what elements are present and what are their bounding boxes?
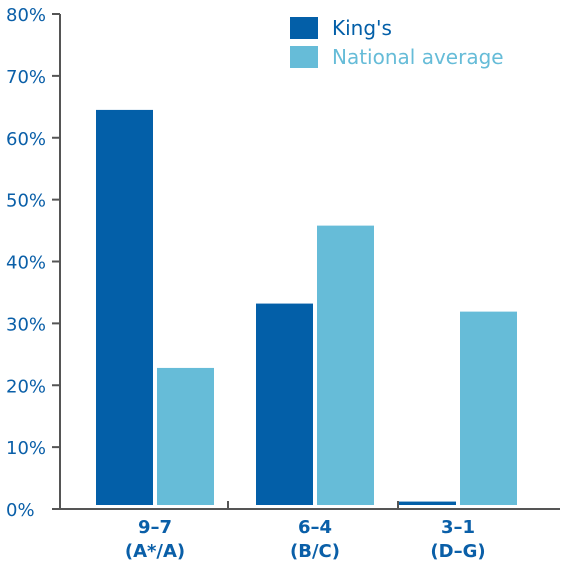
legend-label: National average [332,45,504,69]
y-tick-label: 10% [6,438,46,459]
legend: King's National average [290,16,504,69]
category-label: (B/C) [290,541,340,562]
y-tick-label: 60% [6,129,46,150]
bars [96,109,517,506]
category-label: (A*/A) [125,541,185,562]
bar-kings-3 [399,501,456,505]
category-label: (D–G) [430,541,485,562]
category-label: 6–4 [298,517,332,538]
y-tick-label: 30% [6,314,46,335]
category-label: 9–7 [138,517,172,538]
category-label: 3–1 [441,517,475,538]
bar-national-average-2 [317,225,374,506]
category-labels: 9–7 (A*/A) 6–4 (B/C) 3–1 (D–G) [125,517,486,562]
y-tick-label: 70% [6,67,46,88]
bar-national-average-3 [460,311,517,505]
legend-label: King's [332,16,392,40]
y-tick-label: 80% [6,5,46,26]
bar-national-average-1 [157,367,214,505]
y-tick-label: 40% [6,253,46,274]
y-tick-label: 0% [6,500,35,521]
x-axis [60,501,560,510]
bar-kings-1 [96,109,153,505]
y-tick-label: 50% [6,191,46,212]
y-axis: 0% 10% 20% 30% 40% 50% 60% 70% 80% [6,5,61,521]
legend-swatch [290,17,318,39]
y-tick-label: 20% [6,376,46,397]
legend-swatch [290,46,318,68]
bar-kings-2 [256,303,313,505]
